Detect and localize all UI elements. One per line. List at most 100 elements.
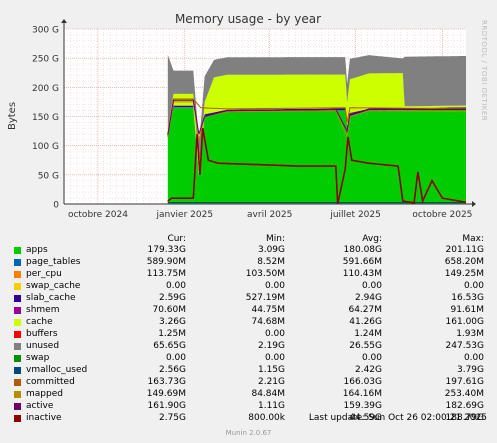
- legend-swatch: [14, 331, 21, 338]
- x-tick-label: octobre 2024: [68, 210, 128, 220]
- y-tick-label: 100 G: [32, 142, 59, 152]
- legend-name: committed: [26, 377, 75, 387]
- legend-name: page_tables: [26, 257, 81, 267]
- legend-name: vmalloc_used: [26, 365, 88, 375]
- legend-swatch: [14, 259, 21, 266]
- y-axis-arrow: [61, 19, 67, 23]
- legend-name: buffers: [26, 329, 58, 339]
- memory-chart: Memory usage - by year Bytes 0 50 G 100 G 1…: [7, 12, 476, 220]
- legend-avg: 26.55G: [349, 341, 382, 351]
- legend-min: 3.09G: [257, 245, 285, 255]
- legend-avg: 110.43M: [342, 269, 382, 279]
- legend-name: shmem: [26, 305, 60, 315]
- legend-header: Cur: Min: Avg: Max:: [14, 234, 494, 245]
- legend-header-max: Max:: [462, 234, 484, 244]
- legend-cur: 113.75M: [146, 269, 186, 279]
- legend-min: 0.00: [264, 329, 285, 339]
- legend-avg: 0.00: [361, 281, 382, 291]
- legend-swatch: [14, 343, 21, 350]
- legend-max: 197.61G: [445, 377, 484, 387]
- munin-version: Munin 2.0.67: [225, 429, 272, 437]
- legend-name: apps: [26, 245, 48, 255]
- legend-name: inactive: [26, 413, 62, 423]
- legend-max: 16.53G: [451, 293, 484, 303]
- legend-max: 91.61M: [450, 305, 484, 315]
- last-update: Last update: Sun Oct 26 02:00:21 2025: [308, 413, 487, 423]
- legend-name: per_cpu: [26, 269, 62, 279]
- legend-cur: 589.90M: [146, 257, 186, 267]
- legend-cur: 163.73G: [147, 377, 186, 387]
- legend-cur: 2.56G: [158, 365, 186, 375]
- legend-avg: 41.26G: [349, 317, 382, 327]
- legend-swatch: [14, 379, 21, 386]
- legend-cur: 179.33G: [147, 245, 186, 255]
- legend-max: 161.00G: [445, 317, 484, 327]
- legend-swatch: [14, 247, 21, 254]
- area-cache: [167, 73, 467, 176]
- legend-cur: 161.90G: [147, 401, 186, 411]
- legend-item-unused: unused 65.65G 2.19G 26.55G 247.53G: [14, 341, 494, 353]
- y-tick-label: 250 G: [32, 55, 59, 65]
- legend-item-per_cpu: per_cpu 113.75M 103.50M 110.43M 149.25M: [14, 269, 494, 281]
- x-tick-label: juillet 2025: [329, 210, 381, 220]
- legend-avg: 2.42G: [354, 365, 382, 375]
- legend-max: 1.93M: [456, 329, 484, 339]
- legend-avg: 1.24M: [354, 329, 382, 339]
- legend-swatch: [14, 403, 21, 410]
- legend-avg: 164.16M: [342, 389, 382, 399]
- legend-cur: 70.60M: [152, 305, 186, 315]
- legend-min: 2.19G: [257, 341, 285, 351]
- y-axis-label: Bytes: [7, 102, 18, 130]
- legend-min: 8.52M: [257, 257, 285, 267]
- legend-min: 84.84M: [251, 389, 285, 399]
- legend-rows: apps 179.33G 3.09G 180.08G 201.11G page_table…: [14, 245, 494, 425]
- line-mapped: [167, 101, 467, 140]
- line-active: [167, 99, 466, 136]
- legend-max: 0.00: [463, 353, 484, 363]
- legend-avg: 591.66M: [342, 257, 382, 267]
- legend-name: active: [26, 401, 54, 411]
- legend-cur: 2.59G: [158, 293, 186, 303]
- y-tick-label: 0: [53, 201, 59, 211]
- legend-swatch: [14, 367, 21, 374]
- legend-avg: 44.59G: [349, 413, 382, 423]
- legend-item-swap_cache: swap_cache 0.00 0.00 0.00 0.00: [14, 281, 494, 293]
- legend-min: 2.21G: [257, 377, 285, 387]
- legend-item-swap: swap 0.00 0.00 0.00 0.00: [14, 353, 494, 365]
- legend-min: 800.00k: [248, 413, 285, 423]
- legend-max: 0.00: [463, 281, 484, 291]
- area-apps: [167, 107, 467, 204]
- legend-min: 1.15G: [257, 365, 285, 375]
- legend-item-cache: cache 3.26G 74.68M 41.26G 161.00G: [14, 317, 494, 329]
- rrdtool-watermark: RRDTOOL / TOBI OETIKER: [480, 20, 488, 122]
- chart-title: Memory usage - by year: [175, 12, 321, 26]
- legend-cur: 2.75G: [158, 413, 186, 423]
- x-tick-label: avril 2025: [247, 210, 292, 220]
- legend-name: swap: [26, 353, 50, 363]
- legend-max: 201.11G: [445, 245, 484, 255]
- x-tick-label: janvier 2025: [156, 210, 214, 220]
- legend-avg: 2.94G: [354, 293, 382, 303]
- legend-name: swap_cache: [26, 281, 81, 291]
- y-tick-label: 50 G: [38, 171, 59, 181]
- legend-cur: 149.69M: [146, 389, 186, 399]
- legend-item-inactive: inactive 2.75G 800.00k 44.59G 188.79G: [14, 413, 494, 425]
- area-unused: [167, 54, 467, 164]
- legend-item-slab_cache: slab_cache 2.59G 527.19M 2.94G 16.53G: [14, 293, 494, 305]
- legend-avg: 159.39G: [343, 401, 382, 411]
- legend-cur: 1.25M: [158, 329, 186, 339]
- legend-min: 0.00: [264, 353, 285, 363]
- legend-swatch: [14, 391, 21, 398]
- y-tick-label: 150 G: [32, 113, 59, 123]
- legend-cur: 0.00: [165, 353, 186, 363]
- legend-cur: 0.00: [165, 281, 186, 291]
- legend: Cur: Min: Avg: Max: apps 179.33G 3.09G 180.…: [14, 234, 494, 425]
- legend-max: 3.79G: [456, 365, 484, 375]
- legend-max: 188.79G: [445, 413, 484, 423]
- legend-avg: 64.27M: [348, 305, 382, 315]
- legend-name: cache: [26, 317, 53, 327]
- legend-min: 74.68M: [251, 317, 285, 327]
- legend-swatch: [14, 271, 21, 278]
- legend-swatch: [14, 283, 21, 290]
- legend-item-page_tables: page_tables 589.90M 8.52M 591.66M 658.20M: [14, 257, 494, 269]
